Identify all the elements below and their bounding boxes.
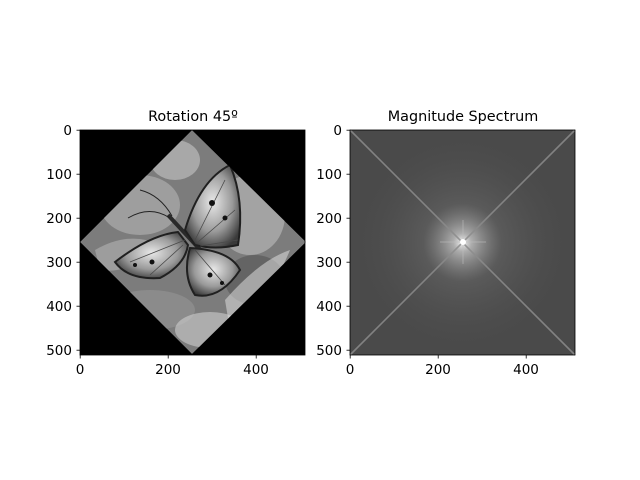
- panel-rotation-title: Rotation 45º: [148, 109, 238, 125]
- spectrum-ytick-label: 400: [316, 299, 342, 315]
- spectrum-xtick-label: 400: [513, 362, 539, 378]
- panel-rotation: Rotation 45º: [46, 109, 306, 378]
- spectrum-xtick-label: 200: [425, 362, 451, 378]
- magnitude-spectrum-image: [349, 129, 576, 356]
- rotation-ytick-label: 400: [46, 299, 72, 315]
- rotation-y-axis: 0 100 200 300 400 500: [46, 123, 80, 359]
- rotation-ytick-label: 300: [46, 255, 72, 271]
- spectrum-ytick-label: 0: [333, 123, 342, 139]
- spectrum-y-axis: 0 100 200 300 400 500: [316, 123, 350, 359]
- spectrum-ytick-label: 100: [316, 167, 342, 183]
- rotation-xtick-label: 400: [243, 362, 269, 378]
- rotation-xtick-label: 0: [76, 362, 85, 378]
- spectrum-ytick-label: 200: [316, 211, 342, 227]
- spectrum-x-axis: 0 200 400: [346, 355, 539, 378]
- rotation-ytick-label: 500: [46, 343, 72, 359]
- rotation-ytick-label: 0: [63, 123, 72, 139]
- rotation-axes-frame: [79, 129, 306, 356]
- spectrum-axes-frame: [349, 129, 576, 356]
- spectrum-ytick-label: 300: [316, 255, 342, 271]
- rotation-ytick-label: 100: [46, 167, 72, 183]
- rotation-xtick-label: 200: [155, 362, 181, 378]
- panel-spectrum-title: Magnitude Spectrum: [388, 109, 539, 125]
- panel-spectrum: Magnitude Spectrum 0 100 200 300 400: [316, 109, 576, 378]
- rotation-ytick-label: 200: [46, 211, 72, 227]
- spectrum-xtick-label: 0: [346, 362, 355, 378]
- rotation-x-axis: 0 200 400: [76, 355, 269, 378]
- spectrum-ytick-label: 500: [316, 343, 342, 359]
